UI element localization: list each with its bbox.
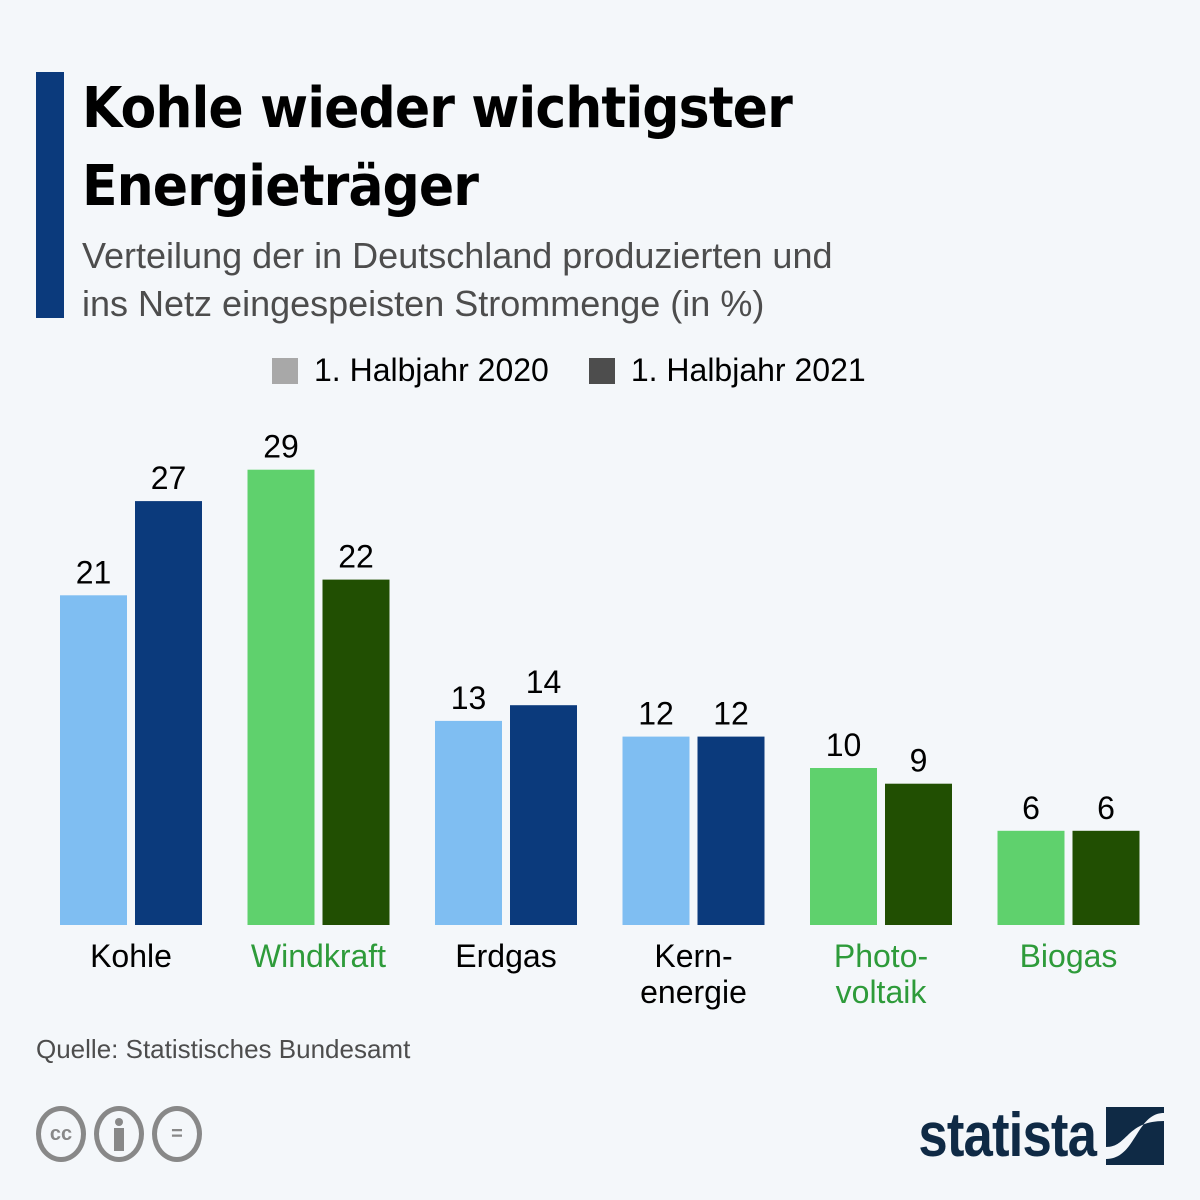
bar-photovoltaik-2021 [885, 783, 952, 925]
no-derivatives-icon[interactable]: = [152, 1106, 202, 1162]
category-label-photovoltaik: Photo- [834, 938, 928, 974]
data-label-kernenergie-2020: 12 [638, 696, 674, 732]
legend: 1. Halbjahr 2020 1. Halbjahr 2021 [272, 352, 906, 389]
legend-label-2020: 1. Halbjahr 2020 [314, 352, 549, 388]
statista-wordmark: statista [918, 1101, 1097, 1170]
bar-biogas-2020 [997, 830, 1065, 925]
cc-icon[interactable]: cc [36, 1106, 86, 1162]
bar-kohle-2021 [135, 501, 202, 925]
legend-swatch-2020 [272, 357, 298, 384]
statista-mark-icon [1106, 1106, 1164, 1165]
bar-photovoltaik-2020 [810, 768, 877, 925]
data-label-photovoltaik-2021: 9 [910, 743, 928, 779]
chart-subtitle: Verteilung der in Deutschland produziert… [82, 232, 1082, 328]
data-label-kohle-2020: 21 [76, 554, 112, 590]
legend-item-2021: 1. Halbjahr 2021 [588, 352, 866, 389]
title-accent-bar [36, 72, 64, 318]
category-label-erdgas: Erdgas [455, 938, 556, 974]
cc-icon-text: cc [49, 1122, 73, 1145]
data-label-windkraft-2021: 22 [338, 539, 374, 575]
data-label-biogas-2021: 6 [1097, 790, 1115, 826]
bar-chart: 21 27 Kohle 29 22 Windkraft 13 14 Erdgas 12 12 Kern… [60, 429, 1140, 1010]
bar-kernenergie-2020 [622, 736, 690, 925]
bar-erdgas-2020 [435, 720, 502, 925]
data-label-kohle-2021: 27 [151, 460, 187, 496]
category-label-photovoltaik: voltaik [836, 974, 928, 1010]
chart-title: Kohle wieder wichtigster Energieträger [82, 70, 1012, 226]
data-label-kernenergie-2021: 12 [713, 696, 749, 732]
category-label-windkraft: Windkraft [251, 938, 386, 974]
bar-windkraft-2020 [247, 469, 315, 925]
category-label-kohle: Kohle [90, 938, 172, 974]
bar-kernenergie-2021 [697, 736, 765, 925]
nd-icon-text: = [171, 1122, 183, 1145]
data-label-photovoltaik-2020: 10 [826, 727, 862, 763]
bar-windkraft-2021 [322, 579, 390, 925]
title-line-2: Energieträger [82, 154, 479, 219]
subtitle-line-1: Verteilung der in Deutschland produziert… [82, 235, 833, 276]
legend-label-2021: 1. Halbjahr 2021 [630, 352, 866, 388]
data-label-biogas-2020: 6 [1022, 790, 1040, 826]
attribution-icon[interactable] [94, 1106, 144, 1162]
subtitle-line-2: ins Netz eingespeisten Strommenge (in %) [82, 283, 765, 324]
data-label-erdgas-2020: 13 [451, 680, 487, 716]
data-label-windkraft-2020: 29 [263, 429, 299, 465]
legend-item-2020: 1. Halbjahr 2020 [272, 352, 549, 389]
license-icons: cc = [36, 1106, 210, 1162]
category-label-biogas: Biogas [1020, 938, 1118, 974]
title-line-1: Kohle wieder wichtigster [82, 76, 793, 141]
data-label-erdgas-2021: 14 [526, 664, 562, 700]
source-note: Quelle: Statistisches Bundesamt [36, 1034, 411, 1064]
bar-erdgas-2021 [510, 705, 577, 925]
statista-logo[interactable]: statista [887, 1100, 1164, 1171]
bar-kohle-2020 [60, 595, 127, 925]
bar-biogas-2021 [1072, 830, 1140, 925]
person-glyph [114, 1118, 124, 1151]
category-label-kernenergie: energie [640, 974, 747, 1010]
category-label-kernenergie: Kern- [654, 938, 732, 974]
legend-swatch-2021 [588, 357, 615, 384]
